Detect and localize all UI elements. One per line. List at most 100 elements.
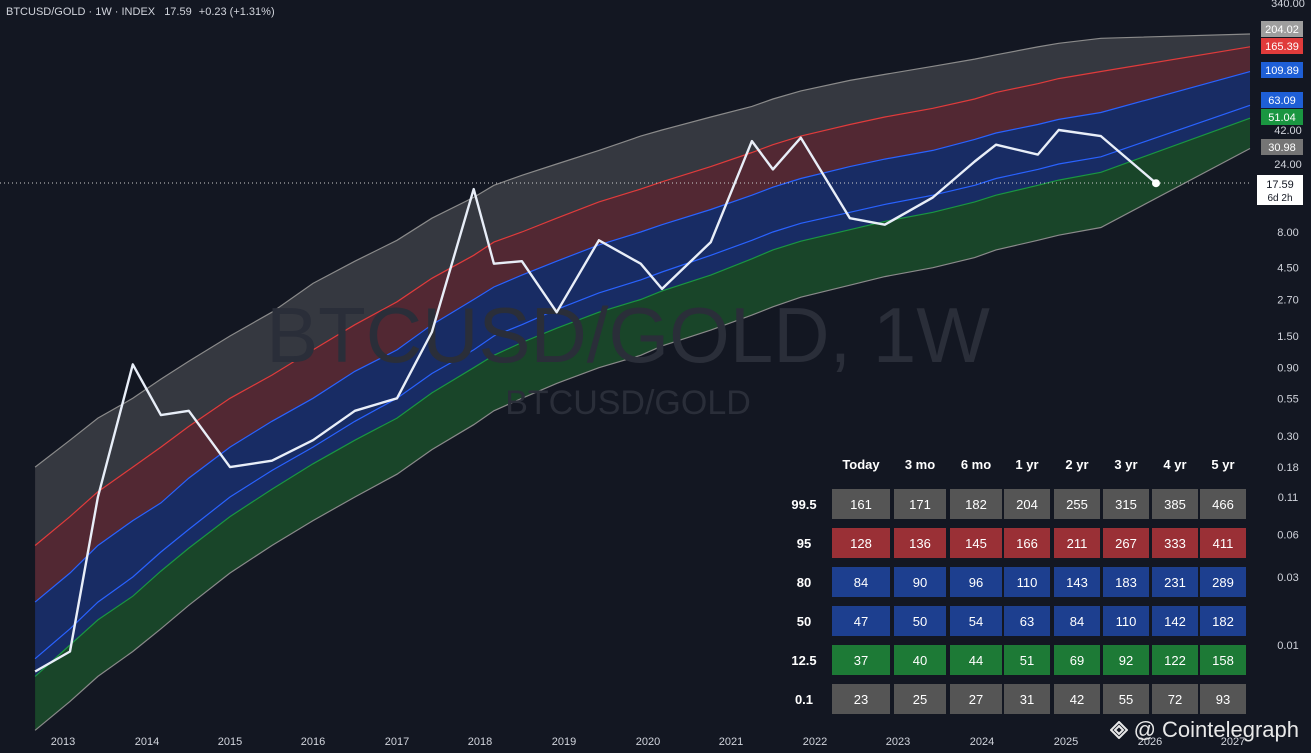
table-cell-bg [894,645,946,675]
table-cell-bg [1200,684,1246,714]
table-cell-bg [894,489,946,519]
x-tick-label: 2026 [1138,736,1162,748]
table-row-label: 95 [797,536,811,551]
band-line-0-1 [34,147,1251,731]
time-scale: 2013 2014 2015 2016 2017 2018 2019 2020 2021 2022… [51,736,1245,748]
last-price-dot [1152,179,1160,188]
cointelegraph-logo-icon [1109,721,1128,739]
table-cell-bg [950,489,1002,519]
table-cell: 231 [1164,575,1186,590]
brand-logo: @ Cointelegraph [1109,717,1299,743]
x-tick-label: 2023 [886,736,910,748]
band-line-99-5 [34,33,1251,468]
table-cell-bg [1103,489,1149,519]
table-cell-bg [832,645,890,675]
y-tick-label: 0.03 [1277,572,1298,584]
table-cell-bg [1054,684,1100,714]
table-cell: 255 [1066,497,1088,512]
y-tick-label: 0.90 [1277,363,1298,375]
table-cell-bg [1200,606,1246,636]
table-cell: 92 [1119,653,1133,668]
table-cell: 289 [1212,575,1234,590]
price-scale: 340.00 42.00 24.00 8.00 4.50 2.70 1.50 0.90 0.55… [1271,0,1305,652]
percentile-table: Today 3 mo 6 mo 1 yr 2 yr 3 yr 4 yr 5 yr 99.5 161… [791,457,1246,714]
x-tick-label: 2022 [803,736,827,748]
current-price-tag [1257,175,1303,205]
table-row-label: 12.5 [791,653,816,668]
table-cell-bg [950,528,1002,558]
x-tick-label: 2015 [218,736,242,748]
current-price-countdown: 6d 2h [1267,193,1292,204]
table-cell: 110 [1017,575,1038,590]
x-tick-label: 2014 [135,736,159,748]
btc-gold-price-line [34,128,1157,673]
price-tag [1261,38,1303,54]
table-cell: 411 [1213,536,1234,551]
table-row-label: 80 [797,575,811,590]
table-row-label: 99.5 [791,497,816,512]
watermark-main: BTCUSD/GOLD, 1W [266,291,990,379]
table-cell: 182 [965,497,987,512]
y-tick-label: 0.01 [1277,640,1298,652]
table-cell-bg [950,645,1002,675]
price-tag-label: 109.89 [1265,65,1299,77]
table-cell-bg [1103,606,1149,636]
price-tag-label: 204.02 [1265,24,1299,36]
table-cell-bg [1152,606,1198,636]
table-cell-bg [832,528,890,558]
table-cell-bg [1200,567,1246,597]
table-cell: 166 [1016,536,1038,551]
x-tick-label: 2019 [552,736,576,748]
x-tick-label: 2024 [970,736,994,748]
table-cell-bg [1004,606,1050,636]
table-cell: 110 [1116,614,1137,629]
table-header: 6 mo [961,457,991,472]
table-cell-bg [1152,489,1198,519]
y-tick-label: 2.70 [1277,295,1298,307]
table-cell-bg [1200,528,1246,558]
table-cell: 37 [854,653,868,668]
table-cell: 385 [1164,497,1186,512]
table-cell-bg [832,567,890,597]
y-tick-label: 0.06 [1277,529,1298,541]
band-line-80 [34,71,1251,603]
x-tick-label: 2027 [1221,736,1245,748]
table-cell: 171 [909,497,931,512]
table-cell-bg [1004,684,1050,714]
table-cell: 128 [850,536,872,551]
table-cell: 72 [1168,692,1182,707]
table-cell: 158 [1212,653,1234,668]
brand-text: @ Cointelegraph [1133,717,1299,742]
table-cell-bg [1054,489,1100,519]
table-cell: 84 [1070,614,1084,629]
table-cell: 50 [913,614,927,629]
last-price: 17.59 [164,6,192,18]
table-cell-bg [1103,684,1149,714]
table-header: 1 yr [1015,457,1038,472]
table-row-label: 50 [797,614,811,629]
table-header: 2 yr [1065,457,1088,472]
table-header: 3 yr [1114,457,1137,472]
table-cell-bg [894,567,946,597]
table-cell: 84 [854,575,868,590]
x-tick-label: 2021 [719,736,743,748]
band-99-95 [35,34,1251,546]
y-tick-label: 24.00 [1274,159,1302,171]
table-cell: 44 [969,653,983,668]
table-cell: 204 [1016,497,1038,512]
y-tick-label: 0.55 [1277,393,1298,405]
table-cell: 63 [1020,614,1034,629]
price-tag-label: 30.98 [1268,142,1296,154]
table-cell: 40 [913,653,927,668]
table-cell-bg [950,606,1002,636]
price-tag-label: 63.09 [1268,95,1296,107]
band-line-50 [34,104,1251,660]
symbol-label[interactable]: BTCUSD/GOLD · 1W · INDEX [6,6,156,18]
price-tags: 204.02 165.39 109.89 63.09 51.04 30.98 17.59 6d… [1257,21,1303,205]
table-cell-bg [1054,567,1100,597]
table-cell-bg [1103,528,1149,558]
table-cell: 31 [1020,692,1034,707]
table-cell: 42 [1070,692,1084,707]
table-cell: 333 [1164,536,1186,551]
